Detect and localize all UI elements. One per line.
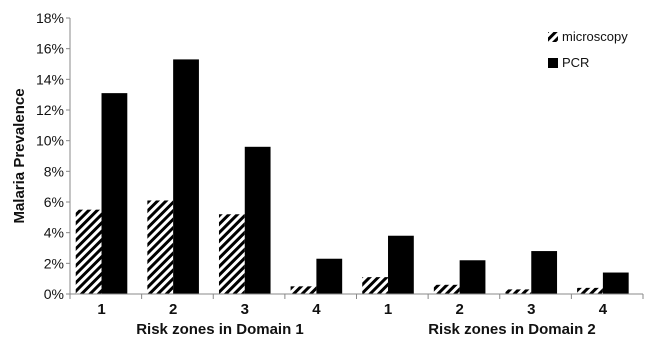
x-category-label: 3 [241, 301, 249, 318]
legend-swatch-pcr [548, 58, 558, 68]
x-category-label: 3 [527, 301, 535, 318]
y-tick-label: 4% [44, 225, 64, 241]
bar-pcr-5 [388, 235, 414, 294]
bar-microscopy-6 [433, 284, 460, 294]
bars [75, 59, 629, 295]
bar-microscopy-5 [362, 277, 389, 294]
legend: microscopy PCR [548, 29, 628, 70]
bar-pcr-7 [531, 251, 558, 294]
y-tick-label: 2% [44, 255, 64, 271]
x-category-label: 1 [384, 301, 392, 318]
bar-pcr-6 [459, 260, 486, 294]
legend-label-pcr: PCR [562, 55, 589, 70]
bar-microscopy-8 [577, 287, 603, 294]
bar-pcr-2 [173, 59, 199, 295]
x-category-label: 1 [97, 301, 105, 318]
bar-microscopy-7 [505, 289, 532, 294]
bar-pcr-8 [602, 272, 629, 294]
y-tick-label: 8% [44, 163, 64, 179]
bar-microscopy-1 [75, 209, 102, 294]
group-label-domain-2: Risk zones in Domain 2 [428, 321, 596, 338]
y-axis-label: Malaria Prevalence [11, 88, 28, 223]
y-tick-label: 6% [44, 194, 64, 210]
x-category-label: 4 [599, 301, 608, 318]
y-axis: 0% 2% 4% 6% 8% 10% 12% 14% 16% 18% [36, 10, 71, 302]
legend-swatch-microscopy [548, 32, 558, 42]
group-label-domain-1: Risk zones in Domain 1 [136, 321, 304, 338]
bar-microscopy-4 [290, 286, 317, 294]
y-tick-label: 16% [36, 41, 64, 57]
y-tick-label: 14% [36, 71, 64, 87]
bar-pcr-3 [244, 146, 271, 294]
y-tick-label: 18% [36, 10, 64, 26]
y-tick-label: 12% [36, 102, 64, 118]
bar-microscopy-3 [218, 214, 245, 294]
bar-pcr-4 [316, 258, 343, 294]
bar-pcr-1 [101, 93, 128, 294]
x-category-label: 2 [455, 301, 463, 318]
x-axis: 1 2 3 4 1 2 3 4 [69, 293, 644, 318]
y-tick-label: 0% [44, 286, 64, 302]
y-tick-label: 10% [36, 133, 64, 149]
x-category-label: 4 [312, 301, 321, 318]
x-category-label: 2 [169, 301, 177, 318]
legend-label-microscopy: microscopy [562, 29, 628, 44]
bar-microscopy-2 [147, 200, 174, 294]
